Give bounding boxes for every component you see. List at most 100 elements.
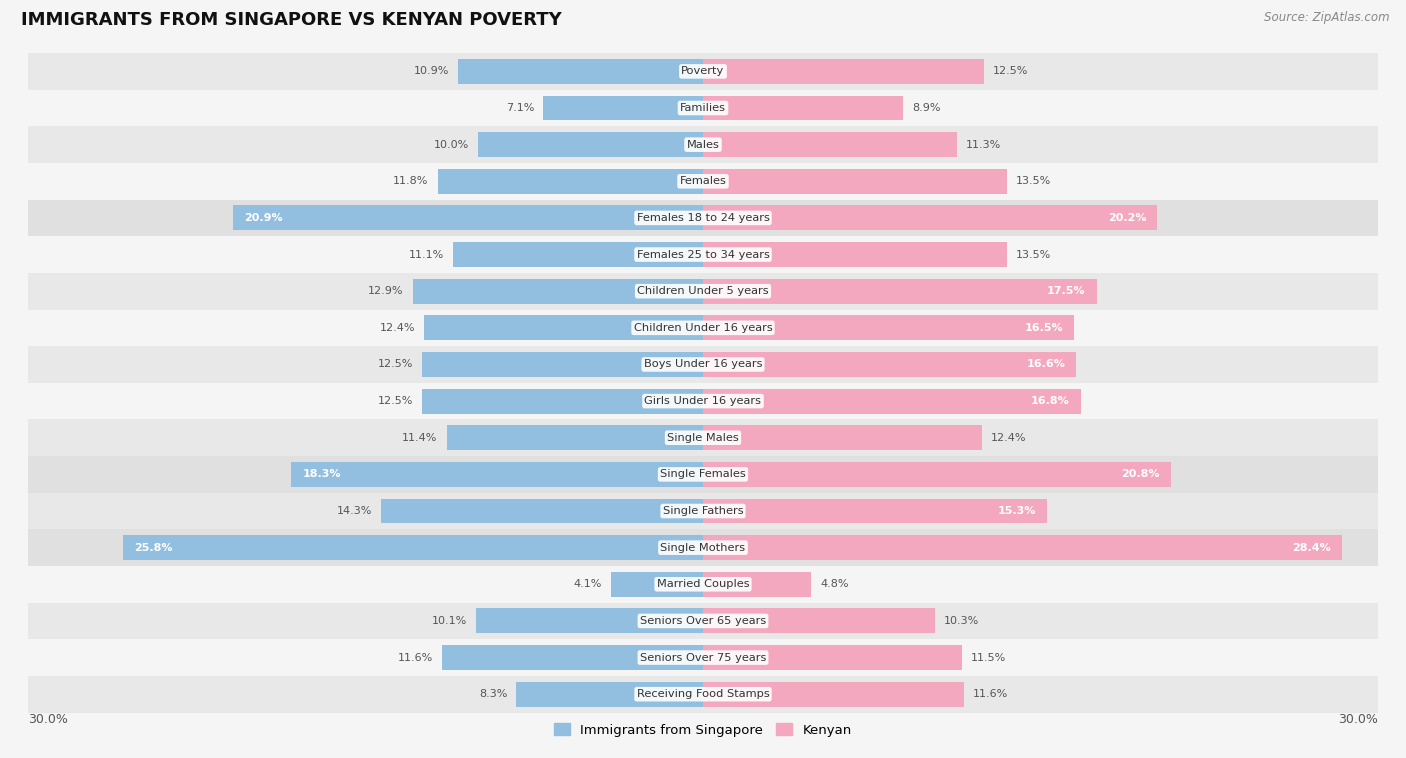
Text: IMMIGRANTS FROM SINGAPORE VS KENYAN POVERTY: IMMIGRANTS FROM SINGAPORE VS KENYAN POVE… (21, 11, 562, 30)
Text: Married Couples: Married Couples (657, 579, 749, 589)
Bar (703, 425, 981, 450)
Text: 11.6%: 11.6% (398, 653, 433, 662)
Bar (28, 603, 1378, 639)
Bar (413, 279, 703, 304)
Text: 13.5%: 13.5% (1015, 249, 1050, 259)
Text: 12.4%: 12.4% (991, 433, 1026, 443)
Bar (703, 242, 1007, 267)
Bar (437, 169, 703, 194)
Text: Receiving Food Stamps: Receiving Food Stamps (637, 689, 769, 699)
Bar (28, 89, 1378, 127)
Text: 30.0%: 30.0% (28, 713, 67, 725)
Bar (453, 242, 703, 267)
Text: Poverty: Poverty (682, 67, 724, 77)
Text: Children Under 16 years: Children Under 16 years (634, 323, 772, 333)
Text: 15.3%: 15.3% (998, 506, 1036, 516)
Bar (28, 163, 1378, 199)
Bar (233, 205, 703, 230)
Text: 12.5%: 12.5% (377, 396, 413, 406)
Bar (543, 96, 703, 121)
Bar (381, 499, 703, 524)
Text: 10.3%: 10.3% (943, 616, 979, 626)
Text: 20.8%: 20.8% (1121, 469, 1160, 479)
Text: 11.1%: 11.1% (409, 249, 444, 259)
Text: Girls Under 16 years: Girls Under 16 years (644, 396, 762, 406)
Text: 11.3%: 11.3% (966, 139, 1001, 149)
Bar (441, 645, 703, 670)
Bar (28, 53, 1378, 89)
Bar (703, 499, 1047, 524)
Bar (28, 127, 1378, 163)
Bar (28, 199, 1378, 236)
Text: Females 18 to 24 years: Females 18 to 24 years (637, 213, 769, 223)
Text: Boys Under 16 years: Boys Under 16 years (644, 359, 762, 369)
Text: Seniors Over 65 years: Seniors Over 65 years (640, 616, 766, 626)
Bar (703, 205, 1157, 230)
Bar (703, 609, 935, 634)
Text: 10.1%: 10.1% (432, 616, 467, 626)
Text: 8.3%: 8.3% (479, 689, 508, 699)
Text: 7.1%: 7.1% (506, 103, 534, 113)
Text: 8.9%: 8.9% (912, 103, 941, 113)
Text: 28.4%: 28.4% (1292, 543, 1330, 553)
Text: 17.5%: 17.5% (1047, 287, 1085, 296)
Text: 11.6%: 11.6% (973, 689, 1008, 699)
Text: Females: Females (679, 177, 727, 186)
Bar (28, 639, 1378, 676)
Text: 20.9%: 20.9% (245, 213, 283, 223)
Bar (291, 462, 703, 487)
Text: 14.3%: 14.3% (337, 506, 373, 516)
Bar (703, 389, 1081, 414)
Text: Males: Males (686, 139, 720, 149)
Text: 16.5%: 16.5% (1025, 323, 1063, 333)
Bar (28, 529, 1378, 566)
Text: 4.8%: 4.8% (820, 579, 848, 589)
Bar (703, 645, 962, 670)
Text: 20.2%: 20.2% (1108, 213, 1146, 223)
Text: Children Under 5 years: Children Under 5 years (637, 287, 769, 296)
Bar (28, 309, 1378, 346)
Text: 16.8%: 16.8% (1031, 396, 1070, 406)
Bar (425, 315, 703, 340)
Text: 11.8%: 11.8% (394, 177, 429, 186)
Bar (28, 456, 1378, 493)
Bar (703, 315, 1074, 340)
Bar (703, 59, 984, 84)
Bar (516, 681, 703, 706)
Bar (703, 572, 811, 597)
Bar (703, 535, 1341, 560)
Bar (703, 352, 1077, 377)
Bar (610, 572, 703, 597)
Bar (475, 609, 703, 634)
Text: 25.8%: 25.8% (134, 543, 173, 553)
Text: Single Mothers: Single Mothers (661, 543, 745, 553)
Bar (703, 169, 1007, 194)
Text: Females 25 to 34 years: Females 25 to 34 years (637, 249, 769, 259)
Bar (703, 132, 957, 157)
Bar (458, 59, 703, 84)
Text: Single Males: Single Males (666, 433, 740, 443)
Text: 10.0%: 10.0% (434, 139, 470, 149)
Bar (422, 389, 703, 414)
Bar (703, 462, 1171, 487)
Text: 18.3%: 18.3% (302, 469, 342, 479)
Text: 12.5%: 12.5% (993, 67, 1029, 77)
Bar (703, 279, 1097, 304)
Text: 12.5%: 12.5% (377, 359, 413, 369)
Bar (28, 383, 1378, 419)
Text: Families: Families (681, 103, 725, 113)
Bar (422, 352, 703, 377)
Bar (122, 535, 703, 560)
Bar (28, 493, 1378, 529)
Text: Seniors Over 75 years: Seniors Over 75 years (640, 653, 766, 662)
Bar (28, 346, 1378, 383)
Text: 4.1%: 4.1% (574, 579, 602, 589)
Text: Single Fathers: Single Fathers (662, 506, 744, 516)
Text: Single Females: Single Females (661, 469, 745, 479)
Text: Source: ZipAtlas.com: Source: ZipAtlas.com (1264, 11, 1389, 24)
Bar (28, 419, 1378, 456)
Bar (703, 96, 903, 121)
Text: 10.9%: 10.9% (413, 67, 449, 77)
Legend: Immigrants from Singapore, Kenyan: Immigrants from Singapore, Kenyan (548, 719, 858, 742)
Bar (28, 273, 1378, 309)
